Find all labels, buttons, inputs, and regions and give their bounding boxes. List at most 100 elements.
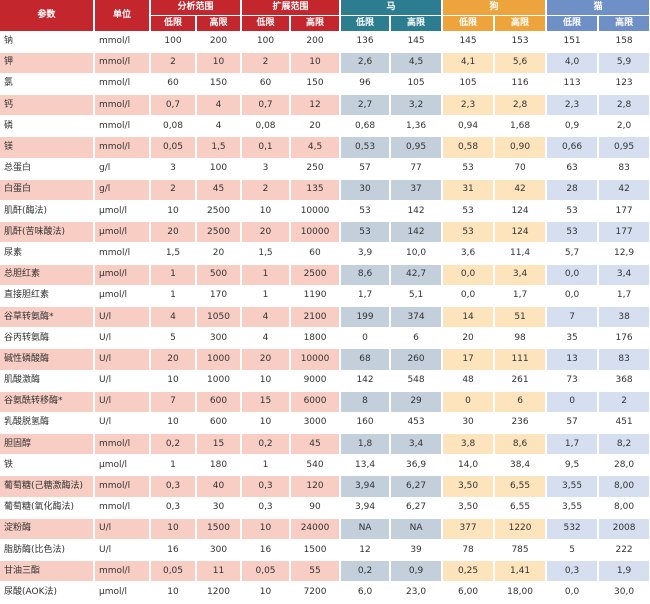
value-cell: 1,5 [150, 242, 197, 265]
param-unit: μmol/l [94, 454, 151, 477]
param-name: 谷丙转氨酶 [0, 327, 95, 350]
value-cell: 548 [390, 370, 444, 392]
value-cell: 13 [546, 348, 600, 371]
value-cell: 5,9 [598, 52, 650, 74]
param-unit: g/l [94, 179, 151, 202]
param-name: 钾 [0, 52, 95, 74]
value-cell: 3 [241, 158, 292, 180]
analysis-range-header: 分析范围 [150, 0, 243, 16]
value-cell: 77 [390, 158, 444, 180]
value-cell: 180 [196, 454, 243, 477]
value-cell: 9000 [290, 370, 342, 392]
param-unit: μmol/l [94, 200, 151, 223]
value-cell: 3,4 [598, 264, 650, 286]
value-cell: 9,5 [546, 454, 600, 477]
value-cell: 0,58 [442, 136, 496, 159]
value-cell: 0,95 [390, 136, 444, 159]
value-cell: 0 [442, 391, 496, 413]
value-cell: 53 [546, 221, 600, 244]
value-cell: 0,3 [241, 475, 292, 498]
value-cell: 53 [442, 200, 496, 223]
value-cell: 20 [150, 348, 197, 371]
value-cell: 160 [340, 412, 392, 435]
value-cell: 60 [241, 73, 292, 96]
value-cell: 1,7 [340, 285, 392, 307]
param-unit: μmol/l [94, 221, 151, 244]
value-cell: 60 [150, 73, 197, 96]
table-row: 胆固醇 mmol/l 0,2 15 0,2 45 1,8 3,4 3,8 8,6 1,7 8,2 [0, 433, 650, 456]
value-cell: 14 [442, 306, 496, 329]
value-cell: 151 [546, 31, 600, 53]
value-cell: 0,53 [340, 136, 392, 159]
value-cell: 63 [546, 158, 600, 180]
table-row: 肌酸激酶 U/l 10 1000 10 9000 142 548 48 261 73 368 [0, 370, 650, 392]
value-cell: 145 [390, 31, 444, 53]
param-unit: mmol/l [94, 73, 151, 96]
param-unit: U/l [94, 412, 151, 435]
value-cell: 1 [241, 285, 292, 307]
value-cell: 105 [390, 73, 444, 96]
value-cell: 145 [442, 31, 496, 53]
value-cell: 31 [442, 179, 496, 202]
value-cell: 6,0 [340, 581, 392, 604]
table-row: 乳酸脱氢酶 U/l 10 600 10 3000 160 453 30 236 57 451 [0, 412, 650, 435]
table-row: 碱性磷酸酶 U/l 20 1000 20 10000 68 260 17 111 13 83 [0, 348, 650, 371]
value-cell: 1 [150, 264, 197, 286]
value-cell: 4 [196, 115, 243, 138]
param-unit: mmol/l [94, 94, 151, 117]
value-cell: 124 [494, 200, 548, 223]
value-cell: 142 [390, 200, 444, 223]
value-cell: 0,0 [442, 285, 496, 307]
param-unit: U/l [94, 539, 151, 562]
param-name: 肌酸激酶 [0, 370, 95, 392]
value-cell: 0 [546, 391, 600, 413]
value-cell: 70 [494, 158, 548, 180]
value-cell: 6,00 [442, 581, 496, 604]
value-cell: 1,9 [598, 560, 650, 583]
value-cell: 2,0 [598, 115, 650, 138]
value-cell: 120 [290, 475, 342, 498]
param-name: 白蛋白 [0, 179, 95, 202]
low-header: 低限 [546, 15, 600, 31]
value-cell: 158 [598, 31, 650, 53]
value-cell: 0,3 [150, 497, 197, 519]
param-name: 乳酸脱氢酶 [0, 412, 95, 435]
low-header: 低限 [442, 15, 496, 31]
param-name: 胆固醇 [0, 433, 95, 456]
param-unit: mmol/l [94, 475, 151, 498]
value-cell: 6,27 [390, 497, 444, 519]
table-row: 谷氨酰转移酶* U/l 7 600 15 6000 8 29 0 6 0 2 [0, 391, 650, 413]
value-cell: 96 [340, 73, 392, 96]
param-name: 甘油三酯 [0, 560, 95, 583]
param-unit: μmol/l [94, 285, 151, 307]
value-cell: 0,1 [241, 136, 292, 159]
value-cell: 12,9 [598, 242, 650, 265]
value-cell: 4 [150, 306, 197, 329]
value-cell: 1050 [196, 306, 243, 329]
value-cell: 16 [150, 539, 197, 562]
value-cell: 100 [150, 31, 197, 53]
value-cell: 3,94 [340, 497, 392, 519]
value-cell: 90 [290, 497, 342, 519]
value-cell: 0,9 [390, 560, 444, 583]
value-cell: 1500 [196, 518, 243, 541]
value-cell: 7 [546, 306, 600, 329]
value-cell: 1220 [494, 518, 548, 541]
value-cell: 60 [290, 242, 342, 265]
value-cell: 5 [546, 539, 600, 562]
value-cell: 20 [150, 221, 197, 244]
value-cell: 10 [241, 412, 292, 435]
value-cell: 3,55 [546, 497, 600, 519]
value-cell: 0,0 [546, 581, 600, 604]
value-cell: 0,66 [546, 136, 600, 159]
value-cell: 23,0 [390, 581, 444, 604]
value-cell: 3,6 [442, 242, 496, 265]
param-unit: U/l [94, 518, 151, 541]
value-cell: 8 [340, 391, 392, 413]
value-cell: 10 [150, 412, 197, 435]
param-unit: mmol/l [94, 433, 151, 456]
value-cell: 15 [241, 391, 292, 413]
value-cell: 3,2 [390, 94, 444, 117]
value-cell: 2,6 [340, 52, 392, 74]
value-cell: 39 [390, 539, 444, 562]
